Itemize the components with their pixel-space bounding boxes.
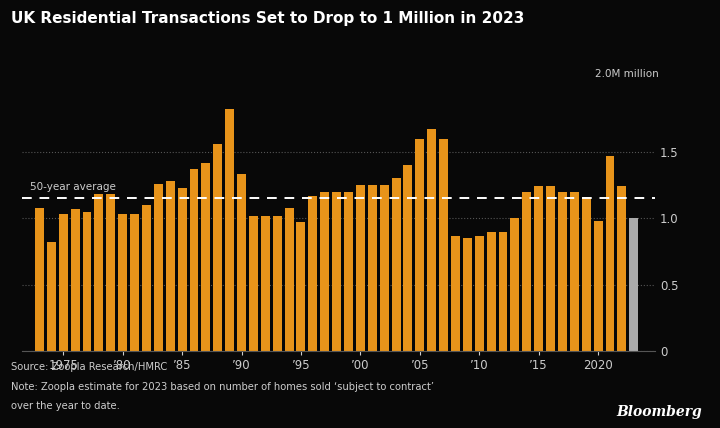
Bar <box>107 194 115 351</box>
Text: Bloomberg: Bloomberg <box>616 405 702 419</box>
Bar <box>261 216 270 351</box>
Text: Note: Zoopla estimate for 2023 based on number of homes sold ‘subject to contrac: Note: Zoopla estimate for 2023 based on … <box>11 382 433 392</box>
Bar <box>83 212 91 351</box>
Bar <box>47 242 55 351</box>
Bar <box>130 214 139 351</box>
Bar <box>403 165 413 351</box>
Bar <box>606 156 614 351</box>
Bar <box>439 139 448 351</box>
Bar <box>142 205 151 351</box>
Bar <box>344 192 353 351</box>
Bar <box>427 129 436 351</box>
Bar <box>225 110 234 351</box>
Bar <box>213 144 222 351</box>
Bar <box>332 192 341 351</box>
Bar <box>534 187 543 351</box>
Bar <box>71 209 79 351</box>
Bar <box>392 178 400 351</box>
Bar <box>498 232 508 351</box>
Bar <box>237 175 246 351</box>
Bar <box>297 222 305 351</box>
Bar <box>474 235 484 351</box>
Bar <box>154 184 163 351</box>
Bar <box>356 185 365 351</box>
Bar <box>522 192 531 351</box>
Bar <box>415 139 424 351</box>
Bar <box>308 196 318 351</box>
Text: 50-year average: 50-year average <box>30 182 116 192</box>
Bar <box>35 208 44 351</box>
Bar <box>594 221 603 351</box>
Bar <box>178 188 186 351</box>
Bar <box>94 194 104 351</box>
Bar <box>368 185 377 351</box>
Bar <box>510 218 519 351</box>
Bar <box>558 192 567 351</box>
Bar <box>273 216 282 351</box>
Bar <box>618 187 626 351</box>
Bar <box>249 216 258 351</box>
Bar <box>59 214 68 351</box>
Bar <box>487 232 495 351</box>
Text: Source: Zoopla Research/HMRC: Source: Zoopla Research/HMRC <box>11 362 167 372</box>
Bar <box>463 238 472 351</box>
Bar <box>166 181 175 351</box>
Bar <box>189 169 199 351</box>
Bar <box>451 235 460 351</box>
Bar <box>570 192 579 351</box>
Bar <box>379 185 389 351</box>
Bar <box>582 197 590 351</box>
Text: over the year to date.: over the year to date. <box>11 401 120 411</box>
Bar <box>546 187 555 351</box>
Bar <box>629 218 638 351</box>
Text: UK Residential Transactions Set to Drop to 1 Million in 2023: UK Residential Transactions Set to Drop … <box>11 11 524 26</box>
Text: 2.0M million: 2.0M million <box>595 69 659 79</box>
Bar <box>320 192 329 351</box>
Bar <box>284 208 294 351</box>
Bar <box>118 214 127 351</box>
Bar <box>202 163 210 351</box>
